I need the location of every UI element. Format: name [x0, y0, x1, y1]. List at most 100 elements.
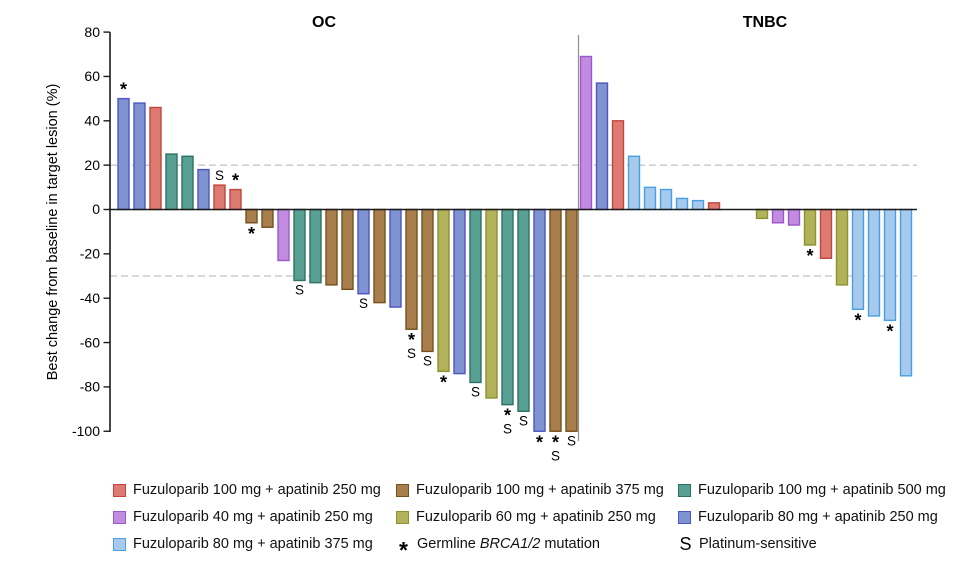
- platinum-sensitive-marker: S: [519, 413, 528, 428]
- y-tick-label: -60: [80, 334, 100, 350]
- brca-mutation-star-marker: *: [440, 372, 447, 392]
- brca-mutation-star-marker: *: [248, 224, 255, 244]
- y-axis-label: Best change from baseline in target lesi…: [45, 84, 61, 381]
- platinum-sensitive-marker: S: [407, 346, 416, 361]
- bar: [245, 208, 258, 224]
- legend-item: Fuzuloparib 80 mg + apatinib 250 mg: [678, 508, 946, 526]
- bar: [627, 155, 641, 211]
- legend-item-label-part: Germline: [417, 536, 480, 552]
- legend-item-label: Fuzuloparib 100 mg + apatinib 250 mg: [133, 482, 381, 498]
- legend-item-label-part: Platinum-sensitive: [699, 536, 817, 552]
- bar: [277, 208, 290, 262]
- bar: [579, 55, 593, 211]
- panel-title-oc: OC: [312, 14, 336, 31]
- bar: [643, 186, 657, 211]
- bar: [437, 208, 450, 373]
- bar: [899, 208, 913, 377]
- waterfall-chart-svg: *S **SS*S S* S*SS* *SSOC***TNBC806040200-20-…: [45, 14, 917, 463]
- bar: [675, 197, 689, 211]
- bar: [851, 208, 865, 310]
- bar: [835, 208, 849, 286]
- legend-swatch-icon: [113, 483, 126, 497]
- legend-swatch-icon: [678, 483, 691, 497]
- y-tick-label: -20: [80, 246, 100, 262]
- bar: [755, 208, 769, 220]
- brca-mutation-star-marker: *: [408, 330, 415, 350]
- brca-mutation-star-marker: *: [536, 432, 543, 452]
- bar: [309, 208, 322, 284]
- bar: [659, 188, 673, 211]
- bar: [485, 208, 498, 399]
- legend-item-label: Fuzuloparib 80 mg + apatinib 250 mg: [698, 509, 938, 525]
- bar: [133, 102, 146, 211]
- bar: [165, 153, 178, 211]
- bar: [373, 208, 386, 304]
- y-tick-label: 40: [84, 113, 100, 129]
- y-tick-label: 0: [92, 201, 100, 217]
- platinum-sensitive-marker: S: [551, 448, 560, 463]
- bar: [181, 155, 194, 211]
- brca-mutation-star-marker: *: [120, 80, 127, 100]
- bar: [453, 208, 466, 375]
- bar: [421, 208, 434, 353]
- y-tick-label: 60: [84, 68, 100, 84]
- bar: [501, 208, 514, 406]
- legend-swatch-icon: [678, 510, 691, 524]
- brca-mutation-star-marker: *: [552, 432, 559, 452]
- legend-item: Fuzuloparib 100 mg + apatinib 500 mg: [678, 481, 946, 499]
- legend-item: Fuzuloparib 100 mg + apatinib 375 mg: [396, 481, 678, 499]
- legend-item: Fuzuloparib 60 mg + apatinib 250 mg: [396, 508, 678, 526]
- y-tick-label: -100: [72, 423, 100, 439]
- bar: [293, 208, 306, 282]
- bar: [149, 106, 162, 211]
- legend-item-label-part: BRCA1/2: [479, 536, 541, 552]
- bar: [565, 208, 578, 432]
- bar: [469, 208, 482, 384]
- bar: [341, 208, 354, 291]
- chart-legend: Fuzuloparib 100 mg + apatinib 250 mg Fuzu…: [113, 481, 946, 562]
- legend-item-label: Fuzuloparib 40 mg + apatinib 250 mg: [133, 509, 373, 525]
- y-tick-label: 20: [84, 157, 100, 173]
- platinum-sensitive-marker: S: [503, 422, 512, 437]
- legend-item-label: Fuzuloparib 60 mg + apatinib 250 mg: [416, 509, 656, 525]
- legend-swatch-icon: [113, 537, 126, 551]
- bar: [787, 208, 801, 226]
- platinum-sensitive-marker: S: [423, 353, 432, 368]
- bar: [357, 208, 370, 295]
- brca-mutation-star-marker: *: [886, 321, 893, 341]
- brca-mutation-star-marker: *: [232, 171, 239, 191]
- bar: [197, 168, 210, 211]
- legend-item-label-part: mutation: [540, 536, 600, 552]
- legend-item: Fuzuloparib 80 mg + apatinib 375 mg: [113, 535, 396, 553]
- bar: [325, 208, 338, 286]
- platinum-sensitive-marker: S: [295, 282, 304, 297]
- legend-item: S Platinum-sensitive: [679, 534, 817, 554]
- platinum-sensitive-marker: S: [471, 384, 480, 399]
- bar: [611, 120, 625, 211]
- legend-swatch-icon: [396, 483, 409, 497]
- bar: [261, 208, 274, 228]
- y-tick-label: -40: [80, 290, 100, 306]
- bar: [819, 208, 833, 259]
- bar: [117, 97, 130, 211]
- legend-item: Fuzuloparib 100 mg + apatinib 250 mg: [113, 481, 396, 499]
- legend-item-label: Fuzuloparib 100 mg + apatinib 500 mg: [698, 482, 946, 498]
- legend-item-label: Platinum-sensitive: [699, 536, 817, 552]
- platinum-sensitive-marker: S: [359, 296, 368, 311]
- bar: [389, 208, 402, 308]
- legend-item-label: Fuzuloparib 80 mg + apatinib 375 mg: [133, 536, 373, 552]
- bar: [213, 184, 226, 211]
- bar: [533, 208, 546, 432]
- brca-mutation-star-marker: *: [806, 246, 813, 266]
- legend-item-label: Fuzuloparib 100 mg + apatinib 375 mg: [416, 482, 664, 498]
- y-tick-label: -80: [80, 379, 100, 395]
- brca-mutation-star-marker: *: [504, 406, 511, 426]
- platinum-sensitive-marker: S: [567, 433, 576, 448]
- bar: [867, 208, 881, 317]
- bar: [405, 208, 418, 330]
- platinum-sensitive-marker: S: [215, 168, 224, 183]
- panel-title-tnbc: TNBC: [743, 14, 788, 31]
- bar: [707, 202, 721, 211]
- legend-item-label: Germline BRCA1/2 mutation: [417, 536, 600, 552]
